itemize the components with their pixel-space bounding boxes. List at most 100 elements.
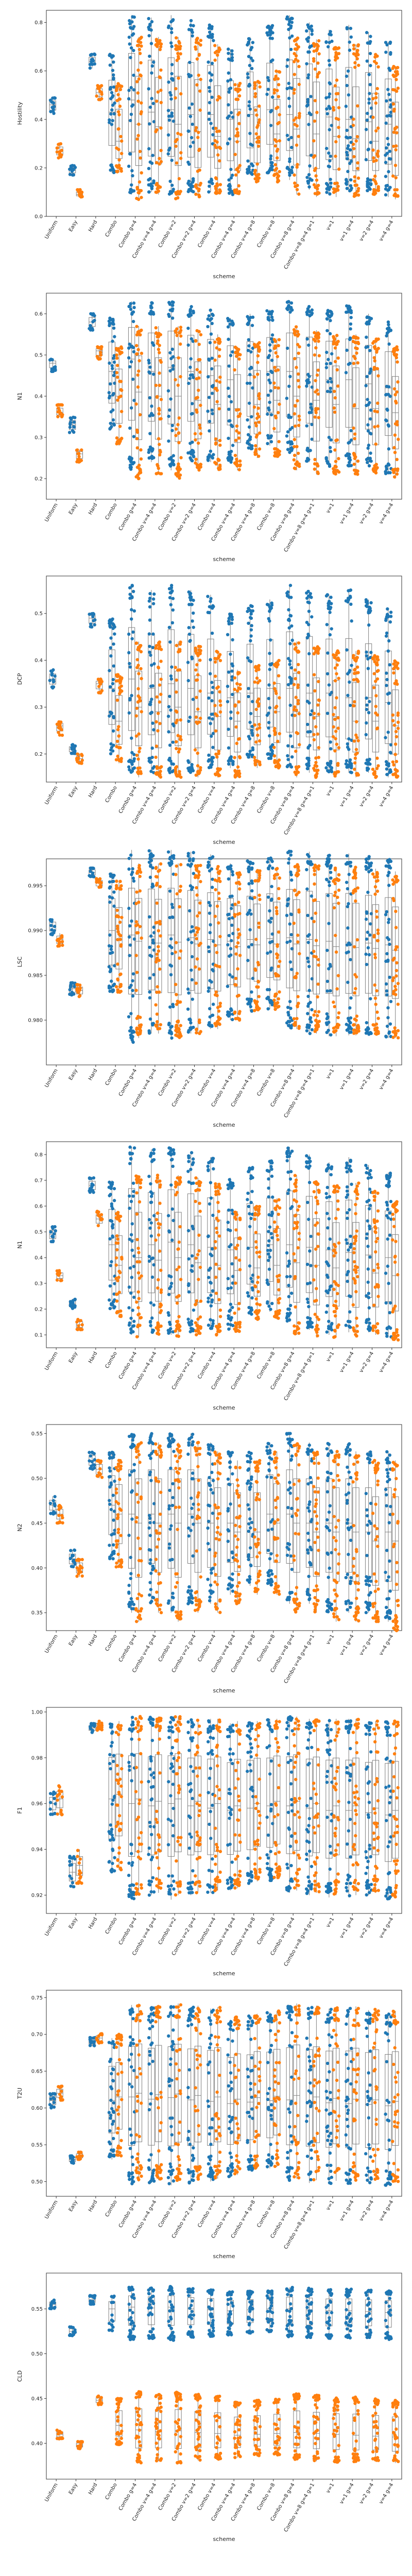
point-blue bbox=[268, 668, 271, 671]
point-orange bbox=[117, 725, 121, 728]
point-orange bbox=[256, 406, 260, 410]
point-orange bbox=[393, 450, 397, 454]
point-orange bbox=[137, 369, 141, 373]
point-orange bbox=[155, 181, 159, 185]
point-blue bbox=[228, 183, 231, 187]
point-blue bbox=[229, 423, 233, 427]
point-blue bbox=[268, 30, 271, 34]
point-orange bbox=[156, 985, 159, 989]
point-blue bbox=[365, 118, 369, 122]
point-blue bbox=[227, 114, 231, 118]
point-blue bbox=[329, 178, 332, 181]
point-blue bbox=[327, 435, 331, 439]
point-orange bbox=[140, 936, 143, 940]
point-orange bbox=[253, 81, 257, 84]
point-orange bbox=[118, 352, 122, 355]
point-orange bbox=[174, 740, 178, 743]
point-blue bbox=[269, 389, 272, 393]
point-orange bbox=[158, 351, 161, 354]
point-orange bbox=[218, 443, 222, 447]
point-blue bbox=[347, 304, 351, 308]
point-orange bbox=[196, 441, 200, 445]
point-blue bbox=[389, 328, 392, 332]
point-blue bbox=[148, 605, 152, 609]
point-blue bbox=[129, 86, 133, 90]
point-orange bbox=[253, 87, 256, 90]
point-blue bbox=[149, 28, 153, 32]
point-orange bbox=[217, 1009, 221, 1013]
point-blue bbox=[310, 385, 314, 389]
point-blue bbox=[364, 346, 368, 349]
point-orange bbox=[138, 467, 141, 470]
point-orange bbox=[119, 684, 123, 688]
point-orange bbox=[392, 662, 396, 666]
point-blue bbox=[210, 35, 214, 39]
point-orange bbox=[274, 691, 278, 696]
point-orange bbox=[257, 420, 261, 424]
point-blue bbox=[385, 677, 389, 682]
point-blue bbox=[109, 168, 112, 172]
point-orange bbox=[195, 37, 199, 41]
point-orange bbox=[218, 183, 222, 187]
point-orange bbox=[136, 99, 140, 103]
point-orange bbox=[371, 148, 375, 152]
point-orange bbox=[235, 689, 239, 693]
point-blue bbox=[248, 318, 251, 323]
point-orange bbox=[256, 124, 260, 127]
point-blue bbox=[345, 648, 349, 652]
point-blue bbox=[207, 989, 210, 993]
point-blue bbox=[306, 307, 310, 311]
point-blue bbox=[306, 449, 310, 453]
point-blue bbox=[53, 96, 57, 100]
point-blue bbox=[167, 1022, 171, 1025]
point-orange bbox=[295, 165, 299, 169]
point-orange bbox=[197, 358, 200, 362]
point-blue bbox=[329, 596, 333, 599]
point-orange bbox=[337, 651, 340, 655]
point-orange bbox=[174, 96, 177, 100]
point-blue bbox=[208, 672, 212, 675]
point-orange bbox=[238, 459, 242, 463]
point-blue bbox=[246, 609, 249, 613]
point-orange bbox=[297, 64, 301, 69]
point-orange bbox=[396, 348, 399, 352]
point-orange bbox=[178, 772, 181, 776]
point-orange bbox=[136, 1027, 140, 1030]
point-blue bbox=[348, 362, 352, 365]
point-blue bbox=[150, 883, 154, 886]
point-orange bbox=[293, 123, 297, 126]
point-blue bbox=[227, 408, 231, 411]
point-orange bbox=[175, 864, 178, 868]
point-orange bbox=[159, 160, 163, 163]
point-blue bbox=[189, 19, 193, 23]
point-blue bbox=[150, 746, 154, 750]
point-blue bbox=[306, 634, 311, 637]
point-orange bbox=[135, 325, 139, 328]
group-8 bbox=[206, 595, 222, 777]
point-orange bbox=[316, 73, 320, 76]
point-blue bbox=[68, 416, 72, 420]
point-orange bbox=[137, 732, 141, 736]
point-blue bbox=[286, 430, 290, 434]
point-blue bbox=[210, 734, 213, 738]
point-orange bbox=[236, 967, 239, 971]
point-blue bbox=[171, 454, 175, 457]
point-blue bbox=[110, 108, 114, 112]
point-blue bbox=[131, 377, 135, 381]
point-orange bbox=[297, 650, 300, 654]
point-orange bbox=[217, 897, 221, 901]
point-blue bbox=[366, 183, 369, 188]
point-orange bbox=[97, 685, 101, 688]
point-orange bbox=[393, 163, 398, 167]
point-orange bbox=[219, 703, 222, 707]
point-blue bbox=[246, 349, 250, 352]
point-orange bbox=[215, 755, 219, 759]
point-orange bbox=[135, 666, 139, 669]
point-orange bbox=[276, 89, 279, 92]
point-blue bbox=[367, 147, 370, 151]
point-blue bbox=[230, 907, 233, 910]
point-orange bbox=[119, 388, 124, 392]
point-orange bbox=[272, 346, 277, 350]
point-blue bbox=[172, 856, 176, 860]
box-orange bbox=[293, 357, 300, 437]
